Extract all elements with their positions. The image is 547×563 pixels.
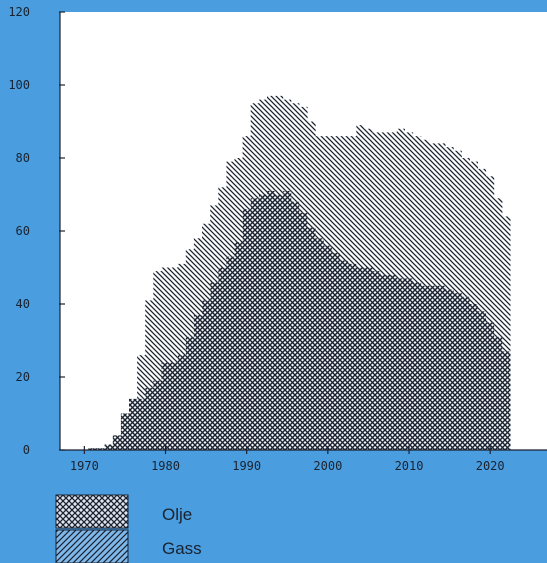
y-tick-label: 20 (16, 370, 30, 384)
x-tick-label: 2020 (476, 459, 505, 473)
y-axis: 0 20 40 60 80 100 120 (8, 5, 65, 457)
x-tick-label: 1980 (151, 459, 180, 473)
legend-swatch-olje (55, 494, 129, 529)
y-tick-label: 40 (16, 297, 30, 311)
series-area-gass (88, 95, 511, 449)
x-tick-label: 2000 (313, 459, 342, 473)
x-tick-label: 1970 (70, 459, 99, 473)
gass-area-group (88, 95, 511, 449)
legend-item-gass: Gass (55, 529, 202, 563)
legend-label-gass: Gass (162, 539, 202, 558)
y-tick-label: 80 (16, 151, 30, 165)
olje-area-group (88, 190, 511, 450)
x-axis: 1970 1980 1990 2000 2010 2020 (70, 446, 505, 473)
x-tick-label: 1990 (232, 459, 261, 473)
legend-swatch-gass (55, 529, 129, 563)
y-tick-label: 0 (23, 443, 30, 457)
legend-label-olje: Olje (162, 505, 192, 524)
y-tick-label: 120 (8, 5, 30, 19)
legend: Olje Gass (55, 494, 202, 563)
legend-item-olje: Olje (55, 494, 192, 529)
x-tick-label: 2010 (395, 459, 424, 473)
y-tick-label: 100 (8, 78, 30, 92)
series-area-olje (88, 190, 511, 450)
y-tick-label: 60 (16, 224, 30, 238)
